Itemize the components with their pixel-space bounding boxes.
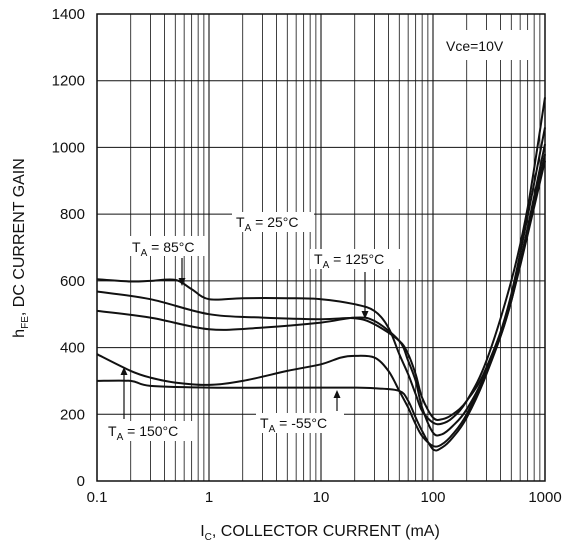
annotation-ta-25-text: TA = 25°C bbox=[236, 214, 298, 234]
annotation-ta-minus-55-arrowhead bbox=[333, 390, 341, 398]
annotation-ta-125-bg bbox=[310, 249, 400, 269]
annotation-ta-85: TA = 85°C bbox=[128, 236, 208, 286]
annotation-ta-150-sub: A bbox=[117, 432, 124, 443]
annotation-ta-25: TA = 25°C bbox=[232, 212, 314, 234]
y-tick-label: 1200 bbox=[52, 73, 85, 90]
annotation-ta-125: TA = 125°C bbox=[310, 249, 400, 319]
x-axis-title-main: I bbox=[200, 523, 204, 540]
curve-series-1 bbox=[96, 127, 546, 421]
gain-curves bbox=[96, 97, 546, 452]
annotation-ta-85-text: TA = 85°C bbox=[132, 239, 194, 259]
curve-series-3 bbox=[96, 160, 546, 452]
x-axis-title: IC, COLLECTOR CURRENT (mA) bbox=[200, 523, 440, 543]
y-tick-label: 800 bbox=[60, 206, 85, 223]
y-tick-label: 0 bbox=[77, 473, 85, 490]
annotation-ta-minus-55-text: TA = -55°C bbox=[260, 415, 327, 435]
x-tick-label: 10 bbox=[313, 489, 330, 506]
plot-frame bbox=[96, 13, 546, 482]
annotation-ta-minus-55-main: T bbox=[260, 415, 269, 431]
annotation-ta-125-text: TA = 125°C bbox=[314, 251, 384, 271]
annotation-ta-25-sub: A bbox=[245, 223, 252, 234]
annotation-ta-85-sub: A bbox=[141, 248, 148, 259]
annotation-ta-150-main: T bbox=[108, 423, 117, 439]
annotation-ta-125-rest: = 125°C bbox=[329, 251, 384, 267]
annotation-ta-85-main: T bbox=[132, 239, 141, 255]
y-tick-label: 1400 bbox=[52, 6, 85, 23]
x-tick-label: 100 bbox=[420, 489, 445, 506]
curve-series-4 bbox=[96, 153, 546, 448]
annotation-ta-150: TA = 150°C bbox=[104, 367, 196, 443]
y-tick-label: 1000 bbox=[52, 139, 85, 156]
annotation-ta-150-bg bbox=[104, 421, 196, 441]
annotation-ta-25-main: T bbox=[236, 214, 245, 230]
annotation-ta-150-text: TA = 150°C bbox=[108, 423, 178, 443]
condition-label: Vce=10V bbox=[446, 38, 504, 54]
annotation-ta-25-bg bbox=[232, 212, 314, 232]
y-axis-title-sub: FE bbox=[20, 316, 31, 329]
annotation-ta-150-rest: = 150°C bbox=[123, 423, 178, 439]
tick-labels: 0.1 1 10 100 1000 0 200 400 600 800 1000 1200 1400 bbox=[52, 6, 562, 506]
annotation-ta-minus-55-bg bbox=[256, 413, 344, 433]
annotation-ta-85-arrowhead bbox=[178, 278, 186, 286]
annotation-ta-150-arrowhead bbox=[120, 367, 128, 375]
annotation-ta-minus-55-sub: A bbox=[269, 424, 276, 435]
y-axis-title-main: h bbox=[11, 329, 28, 338]
annotation-ta-125-sub: A bbox=[323, 260, 330, 271]
annotation-ta-125-arrowhead bbox=[361, 311, 369, 319]
annotation-ta-minus-55: TA = -55°C bbox=[256, 390, 344, 435]
y-tick-label: 400 bbox=[60, 340, 85, 357]
annotation-ta-minus-55-rest: = -55°C bbox=[275, 415, 327, 431]
y-axis-title: hFE, DC CURRENT GAIN bbox=[11, 158, 31, 338]
x-tick-label: 0.1 bbox=[87, 489, 108, 506]
x-axis-title-rest: , COLLECTOR CURRENT (mA) bbox=[212, 523, 440, 540]
annotation-ta-25-rest: = 25°C bbox=[251, 214, 298, 230]
curve-series-0 bbox=[96, 97, 546, 426]
y-tick-label: 200 bbox=[60, 406, 85, 423]
x-tick-label: 1000 bbox=[528, 489, 561, 506]
x-axis-title-sub: C bbox=[205, 532, 212, 543]
y-tick-label: 600 bbox=[60, 273, 85, 290]
x-tick-label: 1 bbox=[205, 489, 213, 506]
annotation-ta-125-main: T bbox=[314, 251, 323, 267]
condition-box bbox=[441, 30, 532, 60]
y-axis-title-rest: , DC CURRENT GAIN bbox=[11, 158, 28, 316]
annotation-ta-85-rest: = 85°C bbox=[147, 239, 194, 255]
annotation-ta-85-bg bbox=[128, 236, 208, 256]
